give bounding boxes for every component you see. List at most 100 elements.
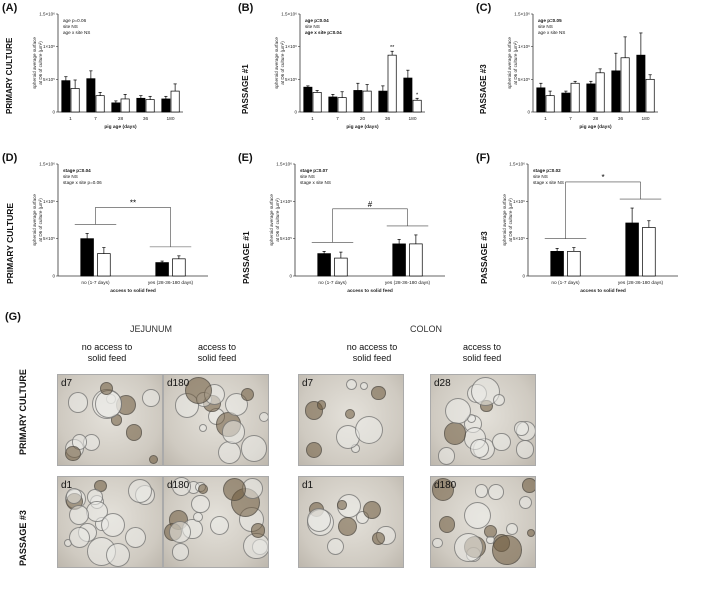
y-tick-label: 5×10⁵ — [285, 77, 297, 82]
day-tag: d180 — [167, 378, 190, 389]
chart-a: 0 5×10⁵ 1×10⁶ 1.5×10⁶ spheroid average surfa… — [32, 12, 183, 130]
spheroid-shape — [210, 515, 230, 535]
spheroid-shape — [371, 385, 386, 401]
x-tick-label: 7 — [569, 116, 572, 122]
micrograph-image: d7 — [57, 374, 163, 466]
spheroid-shape — [337, 517, 357, 537]
empty-bar — [620, 57, 630, 113]
empty-bar — [312, 92, 322, 113]
spheroid-shape — [431, 478, 455, 501]
x-tick-label: 1 — [544, 116, 547, 122]
filled-bar — [136, 97, 146, 113]
stats-line: stage x site p=0.06 — [63, 180, 102, 185]
x-tick-label: no (1-7 days) — [318, 280, 347, 286]
filled-bar — [317, 253, 331, 277]
micrograph-image: d7 — [298, 374, 404, 466]
spheroid-shape — [305, 442, 322, 458]
spheroid-shape — [106, 542, 131, 567]
chart-e: 0 5×10⁵ 1×10⁶ 1.5×10⁶ spheroid average surfa… — [269, 162, 445, 294]
spheroid-shape — [169, 521, 191, 543]
filled-bar — [353, 90, 363, 113]
spheroid-shape — [432, 537, 444, 549]
filled-bar — [328, 96, 338, 113]
panel-letter-a: (A) — [2, 2, 18, 14]
x-tick-label: 7 — [94, 116, 97, 122]
spheroid-shape — [190, 494, 210, 514]
day-tag: d7 — [61, 378, 73, 389]
x-axis-label: pig age (days) — [104, 124, 137, 130]
y-tick-label: 1×10⁶ — [43, 199, 55, 204]
empty-bar — [170, 90, 180, 113]
empty-bar — [545, 95, 555, 113]
bracket-significance: ** — [130, 198, 136, 207]
panel-g-letter: (G) — [5, 311, 21, 323]
empty-bar — [645, 78, 655, 113]
y-axis-label: at D6 of culture (µm²) — [38, 198, 43, 242]
spheroid-shape — [439, 516, 456, 533]
spheroid-shape — [259, 412, 268, 423]
chart-f: 0 5×10⁵ 1×10⁶ 1.5×10⁶ spheroid average surfa… — [502, 162, 678, 294]
spheroid-shape — [344, 408, 356, 420]
spheroid-shape — [487, 483, 504, 500]
spheroid-shape — [469, 439, 489, 459]
y-axis-label: at D6 of culture (µm²) — [38, 41, 43, 85]
x-tick-label: 36 — [618, 116, 624, 122]
filled-bar — [536, 87, 546, 113]
stats-line: stage p=0.02 — [533, 168, 561, 173]
spheroid-shape — [67, 392, 89, 413]
x-tick-label: 1 — [69, 116, 72, 122]
filled-bar — [611, 70, 621, 113]
filled-bar — [161, 98, 171, 113]
stats-line: age x site NS — [63, 30, 91, 35]
x-axis-label: access to solid feed — [580, 288, 626, 294]
stats-line: site NS — [63, 24, 78, 29]
spheroid-shape — [68, 504, 90, 526]
spheroid-shape — [316, 400, 327, 410]
filled-bar — [561, 92, 571, 113]
y-tick-label: 1.5×10⁶ — [509, 162, 525, 167]
x-tick-label: yes (28-36-180 days) — [618, 280, 664, 286]
significance-annotation: * — [416, 92, 419, 98]
stats-line: age x site NS — [538, 30, 566, 35]
y-tick-label: 1.5×10⁶ — [514, 12, 530, 17]
row-title-c: PASSAGE #3 — [479, 64, 488, 114]
x-axis-label: access to solid feed — [347, 288, 393, 294]
y-axis-label: at D6 of culture (µm²) — [280, 41, 285, 85]
column-title-3: no access to solid feed — [346, 342, 398, 363]
stats-line: site NS — [305, 24, 320, 29]
spheroid-shape — [437, 447, 456, 465]
panel-letter-b: (B) — [238, 2, 254, 14]
empty-bar — [570, 82, 580, 113]
empty-bar — [120, 98, 130, 113]
filled-bar — [303, 86, 313, 113]
panel-letter-f: (F) — [476, 152, 491, 164]
x-tick-label: 1 — [311, 116, 314, 122]
y-tick-label: 5×10⁵ — [518, 77, 530, 82]
spheroid-shape — [360, 382, 369, 391]
chart-b: 0 5×10⁵ 1×10⁶ 1.5×10⁶ spheroid average surfa… — [274, 12, 425, 130]
micrograph-image: d180 — [430, 476, 536, 568]
stats-line: stage p=0.04 — [63, 168, 91, 173]
spheroid-shape — [518, 495, 533, 510]
day-tag: d28 — [434, 378, 451, 389]
stats-line: stage x site NS — [533, 180, 564, 185]
spheroid-shape — [362, 500, 381, 519]
day-tag: d7 — [302, 378, 314, 389]
empty-bar — [334, 257, 348, 277]
x-tick-label: 28 — [593, 116, 599, 122]
spheroid-shape — [142, 389, 161, 407]
y-tick-label: 0 — [527, 110, 530, 115]
y-tick-label: 1×10⁶ — [518, 44, 530, 49]
x-tick-label: no (1-7 days) — [551, 280, 580, 286]
bracket-significance: # — [368, 200, 373, 209]
y-tick-label: 1.5×10⁶ — [39, 12, 55, 17]
day-tag: d180 — [434, 480, 457, 491]
spheroid-shape — [197, 483, 208, 494]
spheroid-shape — [326, 538, 344, 556]
empty-bar — [567, 251, 581, 277]
filled-bar — [636, 54, 646, 113]
spheroid-shape — [463, 501, 491, 529]
x-tick-label: yes (28-36-180 days) — [148, 280, 194, 286]
empty-bar — [97, 253, 111, 277]
filled-bar — [378, 90, 388, 113]
